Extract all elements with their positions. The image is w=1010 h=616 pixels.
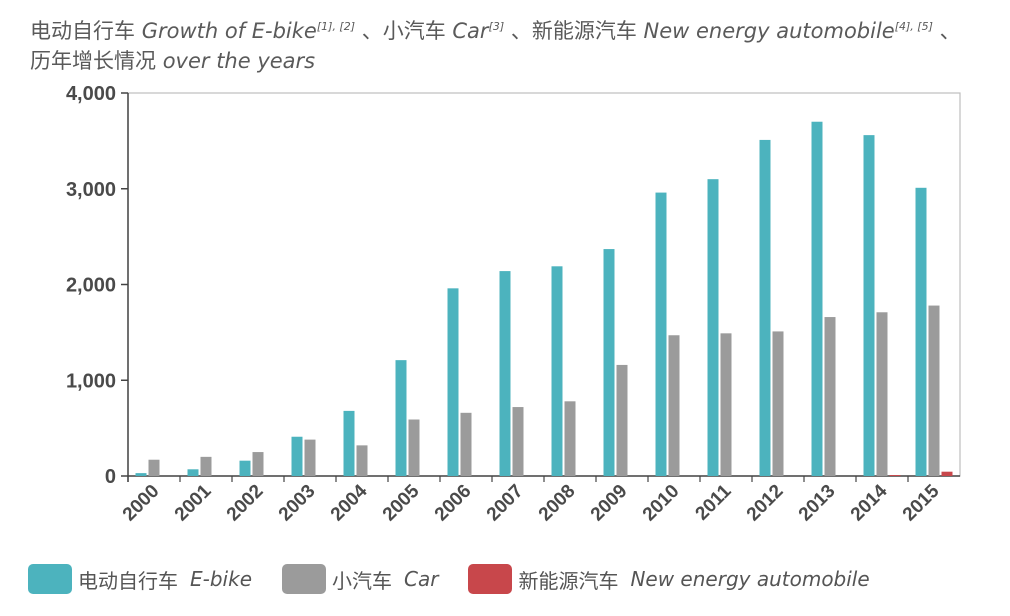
legend-item-nev: 新能源汽车 New energy automobile: [468, 564, 870, 594]
title-car-cn: 小汽车: [382, 19, 446, 43]
x-tick-label: 2007: [483, 481, 528, 526]
bar-car: [564, 401, 576, 476]
legend-label-en: Car: [404, 567, 439, 591]
title-line2-cn: 历年增长情况: [30, 49, 156, 73]
bar-car: [200, 456, 212, 476]
title-nev-ref: [4], [5]: [894, 20, 933, 33]
bar-e-bike: [811, 121, 823, 476]
bar-car: [772, 331, 784, 476]
title-sep-1: 、: [361, 19, 383, 43]
bar-car: [720, 333, 732, 476]
x-tick-label: 2009: [587, 481, 632, 526]
y-tick-label: 1,000: [66, 370, 116, 392]
legend-label-en: E-bike: [190, 567, 252, 591]
title-nev-en: New energy automobile: [643, 19, 895, 43]
bar-e-bike: [915, 187, 927, 477]
x-tick-label: 2014: [847, 480, 892, 525]
title-sep-3: 、: [939, 19, 961, 43]
bar-e-bike: [291, 436, 303, 476]
title-car-en: Car: [452, 19, 489, 43]
y-tick-label: 2,000: [66, 275, 116, 297]
legend-item-ebike: 电动自行车 E-bike: [28, 564, 252, 594]
y-tick-label: 4,000: [66, 83, 116, 105]
x-tick-label: 2013: [795, 481, 840, 526]
legend-swatch-nev: [468, 564, 513, 594]
bar-e-bike: [655, 192, 667, 476]
bar-e-bike: [863, 135, 875, 476]
bar-e-bike: [499, 271, 511, 476]
bar-e-bike: [707, 179, 719, 477]
y-tick-label: 0: [105, 466, 116, 488]
title-line2-en: over the years: [162, 49, 316, 73]
bar-e-bike: [603, 249, 615, 476]
legend-label-cn: 电动自行车: [78, 568, 178, 593]
bar-e-bike: [343, 410, 355, 476]
x-tick-label: 2005: [379, 480, 424, 525]
x-tick-label: 2008: [535, 481, 580, 526]
bar-e-bike: [447, 288, 459, 476]
bar-car: [668, 335, 680, 476]
chart-title: 电动自行车 Growth of E-bike[1], [2] 、小汽车 Car[…: [30, 12, 1000, 76]
title-car-ref: [3]: [488, 20, 505, 33]
bar-e-bike: [759, 139, 771, 477]
bar-car: [356, 445, 368, 476]
bar-e-bike: [187, 469, 199, 476]
bar-car: [460, 412, 472, 476]
legend-label-en: New energy automobile: [630, 567, 870, 591]
x-tick-label: 2002: [223, 481, 268, 526]
title-ebike-en: Growth of E-bike: [141, 19, 317, 43]
x-tick-label: 2000: [119, 481, 164, 526]
x-tick-label: 2011: [692, 480, 736, 524]
x-tick-label: 2004: [327, 480, 372, 525]
x-tick-label: 2006: [431, 481, 476, 526]
bar-car: [512, 407, 524, 476]
bar-new-energy-automobile: [941, 471, 953, 476]
x-tick-label: 2001: [171, 480, 216, 525]
legend: 电动自行车 E-bike 小汽车 Car 新能源汽车 New energy au…: [28, 562, 900, 596]
title-sep-2: 、: [510, 19, 532, 43]
bar-e-bike: [395, 360, 407, 476]
legend-label-cn: 小汽车: [332, 568, 392, 593]
bar-e-bike: [239, 460, 251, 476]
x-tick-label: 2003: [275, 481, 320, 526]
bar-car: [876, 312, 888, 476]
y-tick-label: 3,000: [66, 179, 116, 201]
title-ebike-ref: [1], [2]: [316, 20, 356, 33]
title-ebike-cn: 电动自行车: [30, 19, 135, 43]
bar-car: [148, 459, 160, 476]
legend-label-cn: 新能源汽车: [518, 568, 619, 593]
bar-car: [824, 317, 836, 476]
x-tick-label: 2012: [743, 481, 788, 526]
x-tick-label: 2010: [639, 481, 684, 526]
bar-e-bike: [135, 473, 147, 476]
bar-car: [408, 419, 420, 476]
bar-car: [304, 439, 316, 476]
x-tick-label: 2015: [899, 480, 944, 525]
legend-swatch-ebike: [28, 564, 72, 594]
title-nev-cn: 新能源汽车: [531, 19, 637, 43]
legend-swatch-car: [282, 564, 326, 594]
bar-new-energy-automobile: [889, 475, 901, 476]
bar-car: [928, 305, 940, 476]
bar-e-bike: [551, 266, 563, 476]
bar-car: [616, 364, 628, 476]
legend-item-car: 小汽车 Car: [282, 564, 438, 594]
bar-car: [252, 452, 264, 476]
